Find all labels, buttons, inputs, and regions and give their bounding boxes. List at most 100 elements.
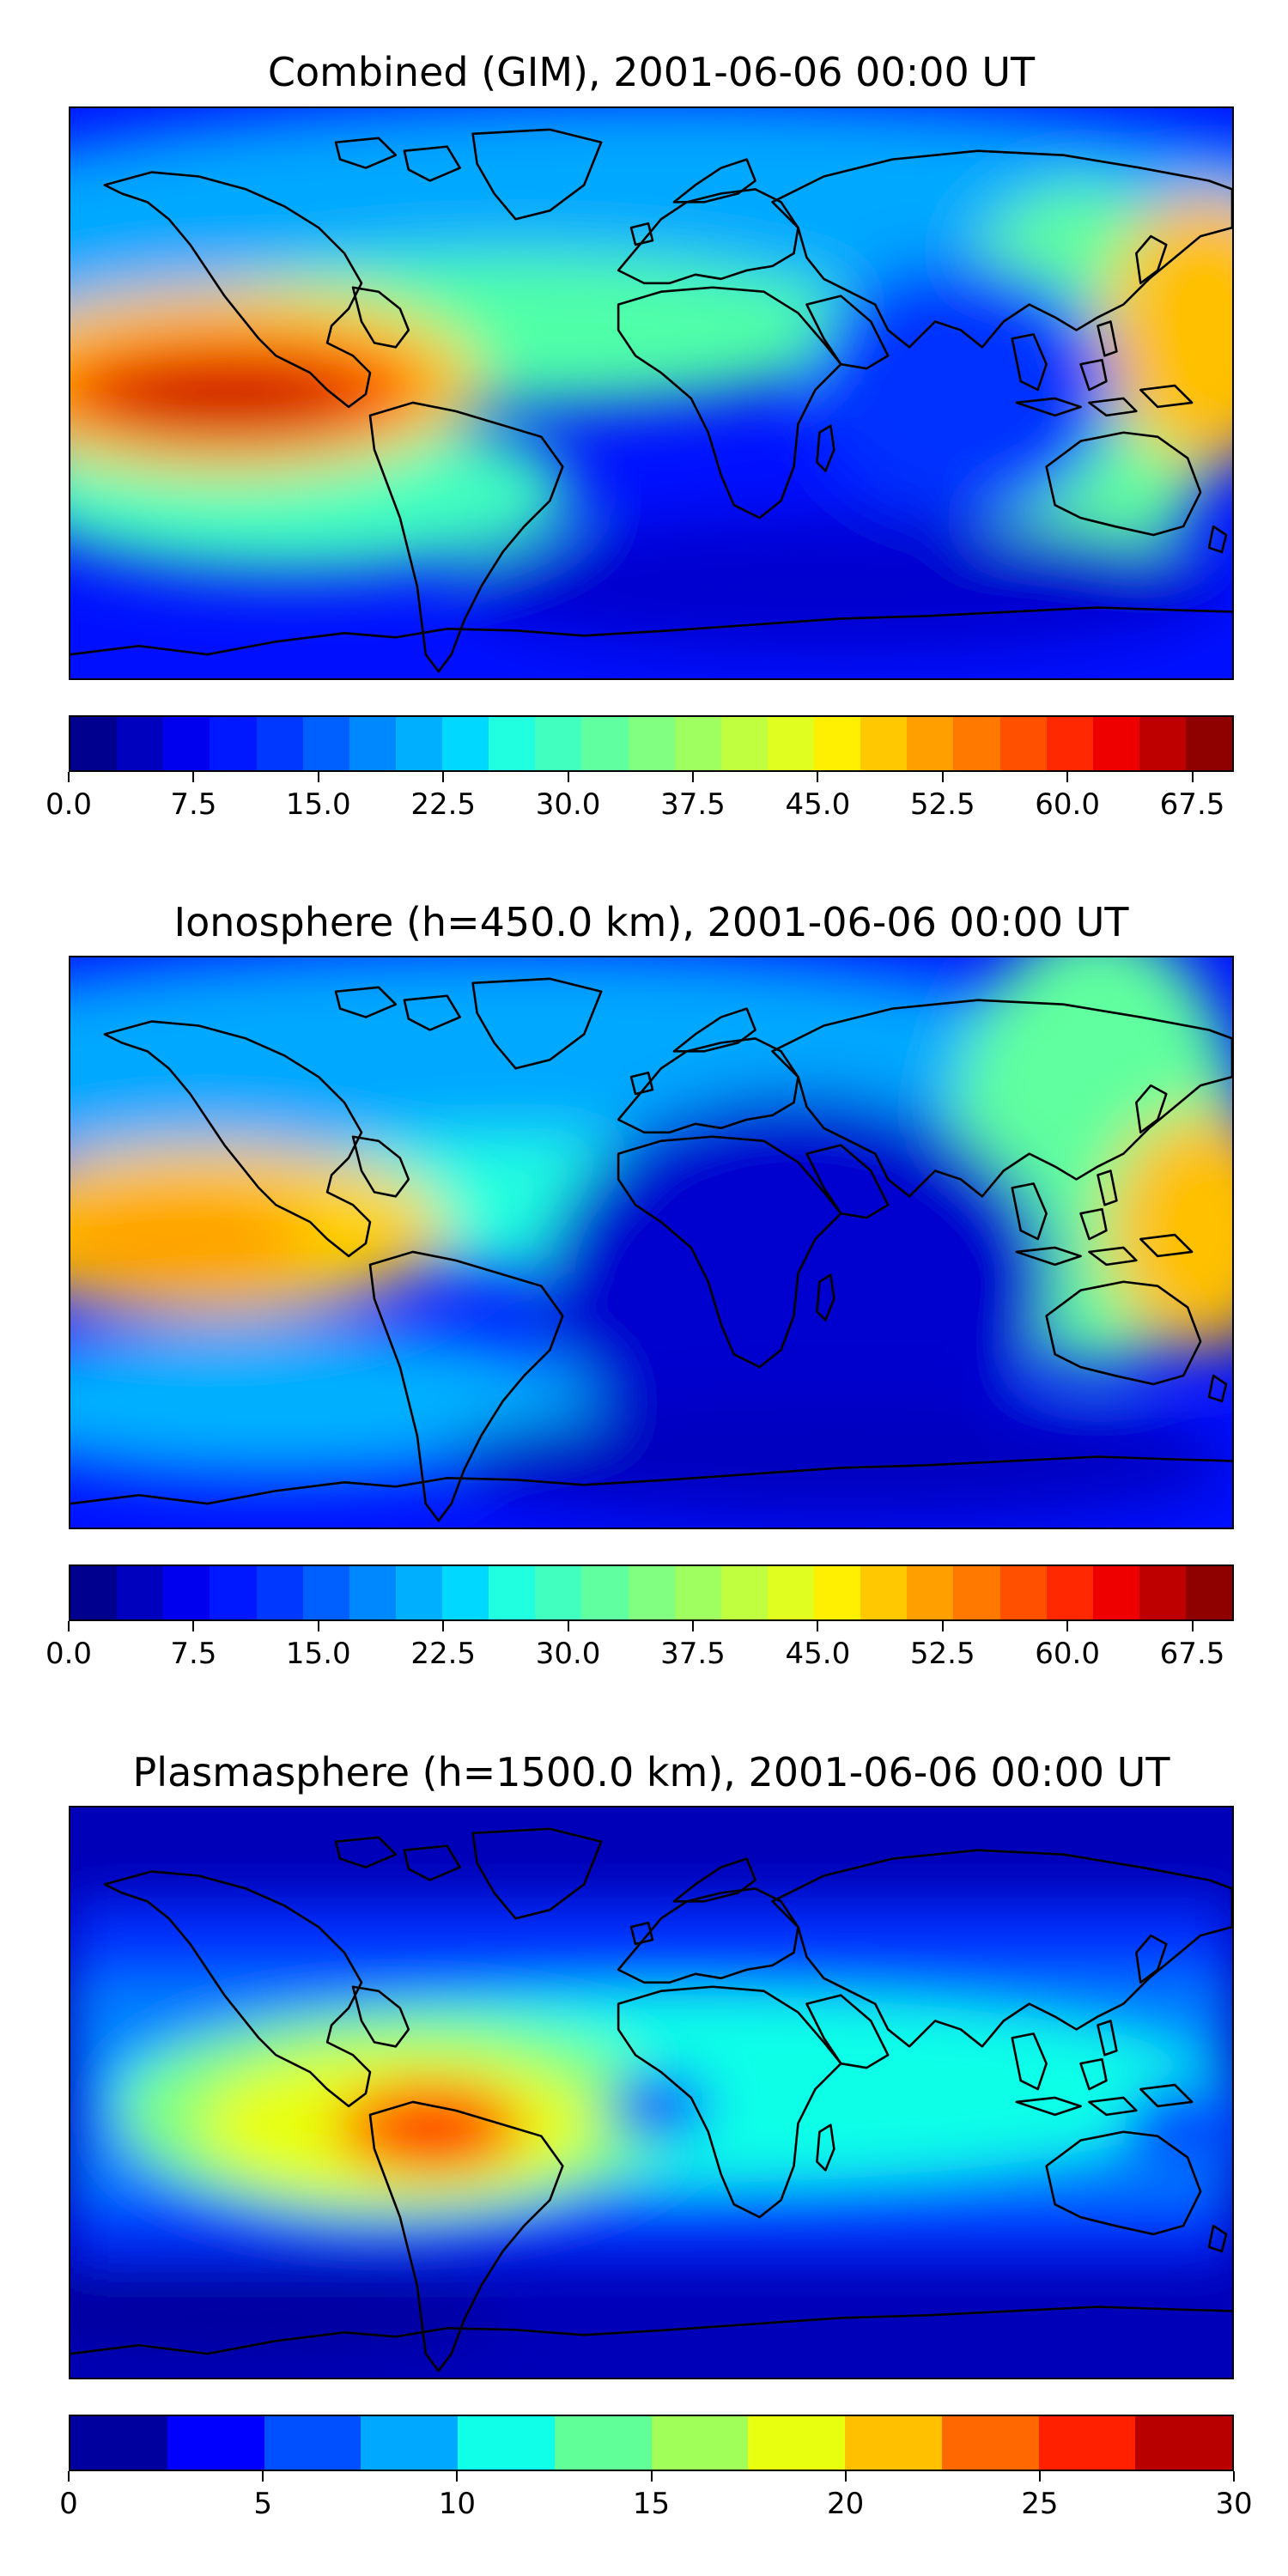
colorbar-tick	[817, 772, 819, 782]
colorbar-tick	[1233, 2471, 1235, 2482]
colorbar-tick-label: 5	[253, 2487, 272, 2521]
colorbar-segment	[1135, 2416, 1232, 2470]
colorbar-tick	[192, 1621, 195, 1631]
colorbar-tick	[1038, 2471, 1041, 2482]
colorbar-tick-label: 60.0	[1035, 787, 1100, 822]
colorbar-tick-label: 45.0	[785, 1637, 851, 1671]
colorbar-segment	[767, 1566, 814, 1619]
colorbar-tick	[567, 1621, 569, 1631]
colorbar-ticks-plasmasphere: 0 5 10 15 20 25 30	[59, 2471, 1253, 2523]
colorbar-plasmasphere	[69, 2415, 1234, 2471]
colorbar-segment	[814, 717, 861, 770]
colorbar-segment	[1092, 1566, 1139, 1619]
colorbar-tick	[1066, 1621, 1069, 1631]
colorbar-tick	[442, 772, 445, 782]
colorbar-tick	[68, 772, 70, 782]
panel-title-ionosphere: Ionosphere (h=450.0 km), 2001-06-06 00:0…	[173, 899, 1129, 945]
colorbar-combined	[69, 715, 1234, 772]
panel-title-plasmasphere: Plasmasphere (h=1500.0 km), 2001-06-06 0…	[132, 1749, 1170, 1795]
plasmasphere-tec-map	[69, 1806, 1234, 2379]
colorbar-segment	[767, 717, 814, 770]
colorbar-tick-label: 20	[827, 2487, 865, 2521]
colorbar-tick-label: 67.5	[1159, 1637, 1225, 1671]
colorbar-tick	[650, 2471, 653, 2482]
colorbar-tick	[691, 1621, 694, 1631]
map-canvas	[70, 957, 1232, 1528]
colorbar-tick-label: 60.0	[1035, 1637, 1100, 1671]
colorbar-tick-label: 37.5	[660, 787, 726, 822]
colorbar-segment	[349, 717, 396, 770]
colorbar-segment	[748, 2416, 845, 2470]
colorbar-tick	[442, 1621, 445, 1631]
colorbar-tick-label: 52.5	[909, 787, 975, 822]
colorbar-tick	[817, 1621, 819, 1631]
ionosphere-tec-map	[69, 956, 1234, 1529]
colorbar-tick	[262, 2471, 264, 2482]
colorbar-segment	[581, 1566, 629, 1619]
colorbar-ticks-ionosphere: 0.0 7.5 15.0 22.5 30.0 37.5 45.0 52.5 60.0 67.5	[46, 1621, 1234, 1673]
map-canvas	[70, 1807, 1232, 2378]
colorbar-segment	[941, 2416, 1039, 2470]
colorbar-segment	[720, 1566, 768, 1619]
colorbar-tick	[68, 2471, 70, 2482]
colorbar-tick-label: 0.0	[45, 787, 93, 822]
colorbar-segment	[554, 2416, 652, 2470]
colorbar-segment	[302, 717, 349, 770]
colorbar-segment	[167, 2416, 264, 2470]
colorbar-tick	[1066, 772, 1069, 782]
colorbar-tick	[192, 772, 195, 782]
colorbar-ionosphere	[69, 1564, 1234, 1621]
colorbar-segment	[628, 1566, 675, 1619]
colorbar-tick-label: 30.0	[535, 1637, 601, 1671]
colorbar-tick-label: 67.5	[1159, 787, 1225, 822]
colorbar-tick-label: 30	[1215, 2487, 1253, 2521]
colorbar-segment	[1038, 2416, 1136, 2470]
colorbar-segment	[814, 1566, 861, 1619]
colorbar-segment	[70, 717, 118, 770]
colorbar-segment	[256, 1566, 303, 1619]
combined-tec-map	[69, 106, 1234, 680]
colorbar-tick	[317, 1621, 319, 1631]
colorbar-tick	[1191, 1621, 1194, 1631]
colorbar-tick	[68, 1621, 70, 1631]
colorbar-segment	[264, 2416, 361, 2470]
colorbar-segment	[651, 2416, 749, 2470]
colorbar-tick-label: 15.0	[285, 1637, 351, 1671]
colorbar-segment	[349, 1566, 396, 1619]
colorbar-segment	[70, 2416, 167, 2470]
colorbar-tick	[691, 772, 694, 782]
colorbar-tick-label: 0.0	[45, 1637, 93, 1671]
colorbar-segment	[953, 1566, 1000, 1619]
colorbar-segment	[953, 717, 1000, 770]
colorbar-tick-label: 30.0	[535, 787, 601, 822]
colorbar-segment	[210, 717, 257, 770]
colorbar-tick	[317, 772, 319, 782]
colorbar-segment	[674, 717, 721, 770]
colorbar-segment	[302, 1566, 349, 1619]
colorbar-segment	[1139, 1566, 1186, 1619]
colorbar-segment	[442, 717, 489, 770]
colorbar-tick	[456, 2471, 459, 2482]
colorbar-segment	[210, 1566, 257, 1619]
colorbar-segment	[1186, 1566, 1233, 1619]
colorbar-tick-label: 15	[632, 2487, 671, 2521]
colorbar-tick-label: 45.0	[785, 787, 851, 822]
colorbar-tick-label: 0	[59, 2487, 78, 2521]
colorbar-ticks-combined: 0.0 7.5 15.0 22.5 30.0 37.5 45.0 52.5 60.0 67.5	[46, 772, 1234, 823]
colorbar-segment	[117, 717, 164, 770]
colorbar-segment	[628, 717, 675, 770]
colorbar-segment	[256, 717, 303, 770]
colorbar-segment	[70, 1566, 118, 1619]
colorbar-segment	[999, 1566, 1047, 1619]
colorbar-segment	[907, 1566, 954, 1619]
colorbar-segment	[907, 717, 954, 770]
map-canvas	[70, 108, 1232, 678]
colorbar-tick	[941, 772, 944, 782]
colorbar-segment	[999, 717, 1047, 770]
colorbar-tick-label: 52.5	[909, 1637, 975, 1671]
colorbar-segment	[860, 1566, 908, 1619]
colorbar-tick	[941, 1621, 944, 1631]
colorbar-segment	[163, 1566, 210, 1619]
colorbar-segment	[1186, 717, 1233, 770]
colorbar-segment	[860, 717, 908, 770]
